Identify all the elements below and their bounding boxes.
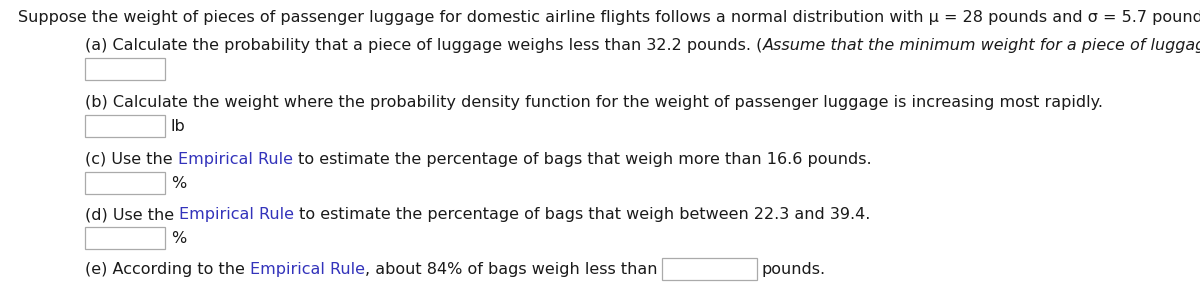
Text: to estimate the percentage of bags that weigh between 22.3 and 39.4.: to estimate the percentage of bags that … <box>294 207 871 222</box>
Text: , about 84% of bags weigh less than: , about 84% of bags weigh less than <box>365 262 658 277</box>
Text: (c) Use the: (c) Use the <box>85 152 178 167</box>
Text: Empirical Rule: Empirical Rule <box>250 262 365 277</box>
Bar <box>661 258 756 280</box>
Bar <box>85 58 166 80</box>
Text: Suppose the weight of pieces of passenger luggage for domestic airline flights f: Suppose the weight of pieces of passenge… <box>18 10 1200 25</box>
Text: (e) According to the: (e) According to the <box>85 262 250 277</box>
Text: pounds.: pounds. <box>762 262 826 277</box>
Text: (a) Calculate the probability that a piece of luggage weighs less than 32.2 poun: (a) Calculate the probability that a pie… <box>85 38 762 53</box>
Text: %: % <box>172 231 186 246</box>
Text: Assume that the minimum weight for a piece of luggage is 0 pounds.: Assume that the minimum weight for a pie… <box>762 38 1200 53</box>
Text: to estimate the percentage of bags that weigh more than 16.6 pounds.: to estimate the percentage of bags that … <box>293 152 871 167</box>
Text: Empirical Rule: Empirical Rule <box>178 152 293 167</box>
Bar <box>85 227 166 249</box>
Text: Empirical Rule: Empirical Rule <box>179 207 294 222</box>
Text: %: % <box>172 176 186 191</box>
Bar <box>85 172 166 194</box>
Text: lb: lb <box>172 119 186 134</box>
Text: (d) Use the: (d) Use the <box>85 207 179 222</box>
Text: (b) Calculate the weight where the probability density function for the weight o: (b) Calculate the weight where the proba… <box>85 95 1103 110</box>
Bar <box>85 115 166 137</box>
